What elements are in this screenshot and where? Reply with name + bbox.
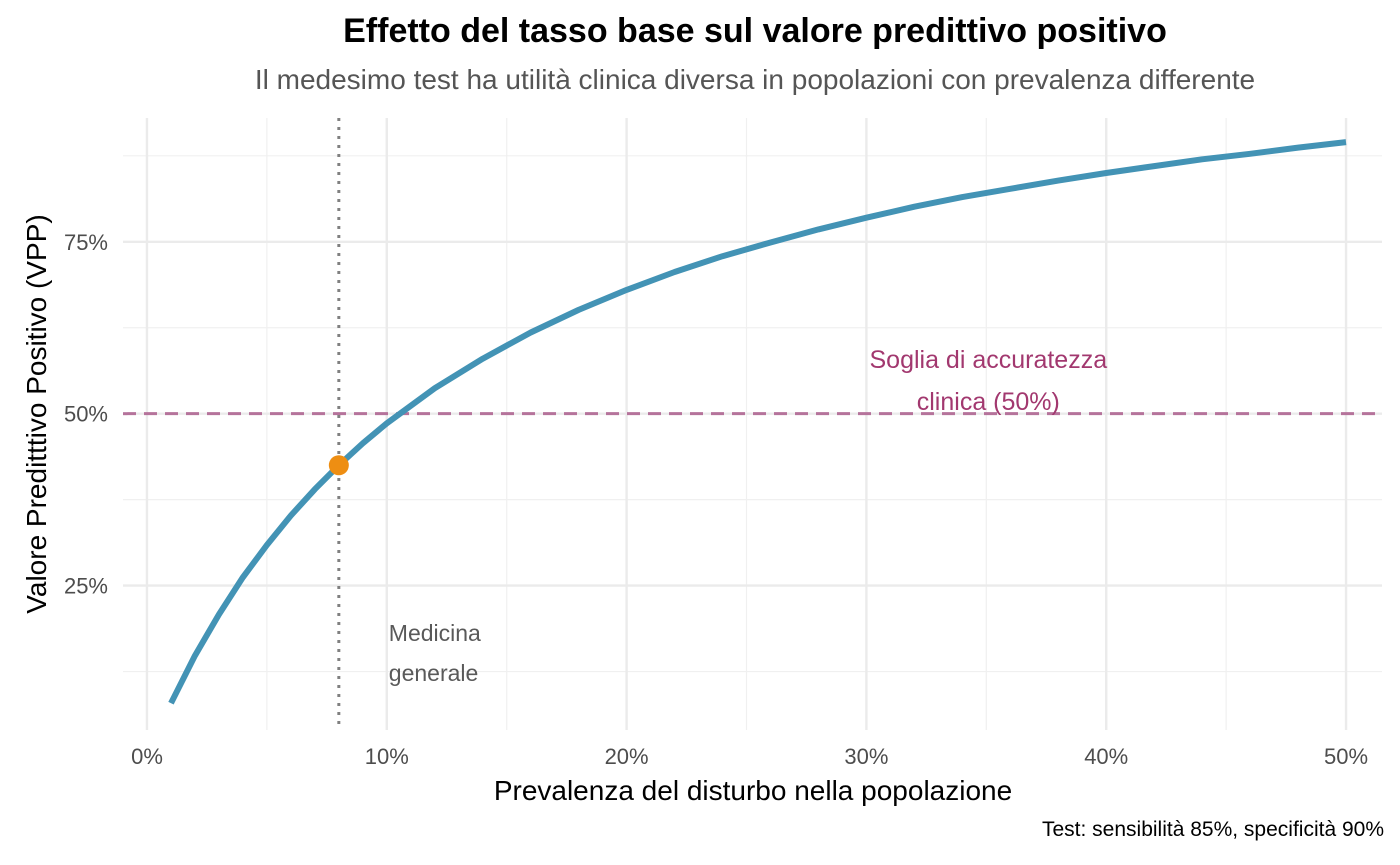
chart-title: Effetto del tasso base sul valore predit…	[343, 12, 1167, 50]
x-tick-label: 10%	[365, 744, 409, 769]
general-practice-annotation-line: Medicina	[389, 620, 481, 646]
series-layer	[168, 139, 1347, 705]
y-axis-label: Valore Preditttivo Positivo (VPP)	[21, 214, 52, 613]
ppv-curve	[168, 139, 1347, 705]
x-tick-label: 30%	[844, 744, 888, 769]
general-practice-annotation-line: generale	[389, 660, 479, 686]
grid-minor	[123, 118, 1382, 730]
x-tick-label: 0%	[131, 744, 163, 769]
x-axis-label: Prevalenza del disturbo nella popolazion…	[494, 775, 1012, 806]
chart-caption: Test: sensibilità 85%, specificità 90%	[1042, 818, 1384, 841]
grid-major	[123, 118, 1382, 730]
y-tick-label: 50%	[64, 402, 108, 427]
x-tick-label: 20%	[605, 744, 649, 769]
reference-lines	[123, 118, 1382, 730]
highlight-point	[328, 455, 349, 476]
x-tick-label: 50%	[1324, 744, 1368, 769]
axes: 0% 10% 20% 30% 40% 50% 25% 50% 75%	[64, 230, 1368, 769]
chart-subtitle: Il medesimo test ha utilità clinica dive…	[254, 64, 1256, 95]
annotations: Soglia di accuratezza clinica (50%) Medici…	[389, 346, 1107, 686]
x-tick-label: 40%	[1084, 744, 1128, 769]
y-tick-label: 75%	[64, 230, 108, 255]
y-tick-label: 25%	[64, 574, 108, 599]
threshold-annotation-line: clinica (50%)	[917, 388, 1060, 416]
threshold-annotation-line: Soglia di accuratezza	[869, 346, 1107, 374]
